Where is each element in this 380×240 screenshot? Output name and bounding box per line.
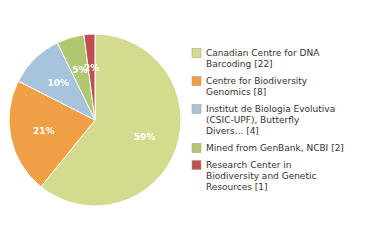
- legend-label-line: Genomics [8]: [206, 87, 266, 97]
- legend-label-line: Biodiversity and Genetic: [206, 171, 316, 181]
- legend-label: Mined from GenBank, NCBI [2]: [206, 143, 344, 153]
- data-label: 21%: [33, 126, 55, 136]
- legend-label: Canadian Centre for DNABarcoding [22]: [206, 48, 320, 69]
- legend-label: Institut de Biologia Evolutiva(CSIC-UPF)…: [206, 104, 335, 136]
- pie-slice: [84, 34, 95, 120]
- legend-label: Research Center inBiodiversity and Genet…: [206, 160, 316, 192]
- legend-swatch: [192, 161, 201, 170]
- pie: [9, 34, 181, 206]
- legend-swatch: [192, 49, 201, 58]
- data-labels: 59%21%10%5%2%: [33, 63, 155, 143]
- legend-label-line: Canadian Centre for DNA: [206, 48, 320, 58]
- legend-label-line: Centre for Biodiversity: [206, 76, 308, 86]
- legend-item: Institut de Biologia Evolutiva(CSIC-UPF)…: [192, 104, 335, 136]
- legend-swatch: [192, 105, 201, 114]
- legend-label-line: Institut de Biologia Evolutiva: [206, 104, 335, 114]
- data-label: 2%: [84, 63, 99, 73]
- legend-label-line: Mined from GenBank, NCBI [2]: [206, 143, 344, 153]
- legend-swatch: [192, 144, 201, 153]
- data-label: 10%: [47, 78, 69, 88]
- legend-label-line: Research Center in: [206, 160, 292, 170]
- legend-label: Centre for BiodiversityGenomics [8]: [206, 76, 308, 97]
- legend-item: Canadian Centre for DNABarcoding [22]: [192, 48, 320, 69]
- legend-label-line: (CSIC-UPF), Butterfly: [206, 115, 300, 125]
- legend-swatch: [192, 77, 201, 86]
- legend: Canadian Centre for DNABarcoding [22] Cen…: [192, 48, 344, 192]
- legend-label-line: Resources [1]: [206, 182, 268, 192]
- legend-label-line: Barcoding [22]: [206, 59, 273, 69]
- legend-item: Mined from GenBank, NCBI [2]: [192, 143, 344, 153]
- legend-item: Research Center inBiodiversity and Genet…: [192, 160, 316, 192]
- data-label: 59%: [134, 132, 156, 142]
- chart: 59%21%10%5%2%Canadian Centre for DNABarc…: [0, 0, 380, 240]
- legend-item: Centre for BiodiversityGenomics [8]: [192, 76, 308, 97]
- legend-label-line: Divers... [4]: [206, 126, 259, 136]
